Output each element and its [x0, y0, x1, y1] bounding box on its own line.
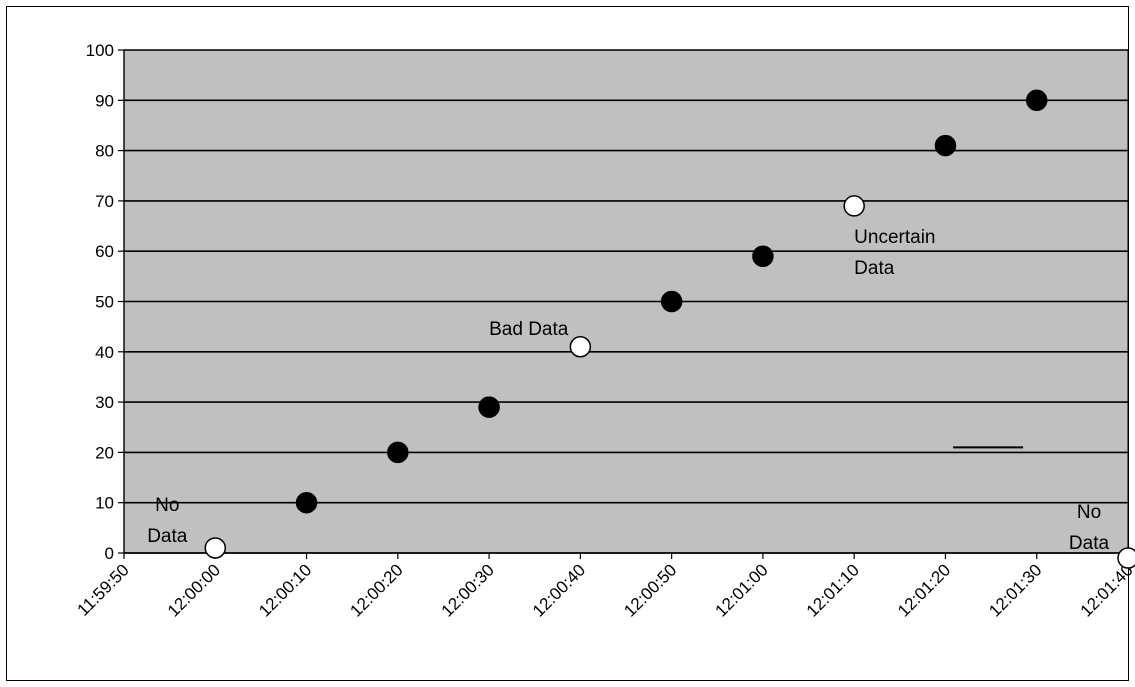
y-tick-label: 90 [95, 91, 114, 110]
x-tick-label: 12:01:10 [803, 560, 863, 620]
y-tick-label: 10 [95, 494, 114, 513]
x-tick-label: 12:01:20 [894, 560, 954, 620]
x-tick-label: 12:00:30 [438, 560, 498, 620]
x-tick-label: 12:01:30 [985, 560, 1045, 620]
y-tick-label: 70 [95, 192, 114, 211]
y-tick-label: 40 [95, 343, 114, 362]
y-axis-ticks: 0 10 20 30 40 50 60 70 80 90 100 [86, 41, 124, 563]
annotation-label: Data [854, 258, 895, 279]
x-tick-label: 11:59:50 [73, 560, 132, 619]
data-point [934, 134, 957, 157]
annotation-label: Uncertain [854, 227, 935, 248]
y-tick-label: 30 [95, 393, 114, 412]
annotation-label: No [155, 495, 179, 516]
x-tick-label: 12:00:50 [620, 560, 680, 620]
annotation-label: Bad Data [489, 319, 569, 340]
data-points [204, 89, 1135, 569]
y-tick-label: 60 [95, 242, 114, 261]
data-point [660, 290, 683, 313]
y-tick-label: 100 [86, 41, 114, 60]
x-tick-label: 12:00:40 [529, 560, 589, 620]
x-tick-label: 12:00:00 [164, 560, 224, 620]
annotation-label: Data [1069, 533, 1110, 554]
data-point-bad [569, 336, 592, 358]
data-point [752, 245, 774, 267]
annotation-label: Data [147, 526, 188, 547]
data-point-no-data [204, 537, 227, 559]
gridlines [124, 49, 1128, 554]
y-tick-label: 20 [95, 443, 114, 462]
y-tick-label: 80 [95, 142, 114, 161]
x-tick-label: 12:00:20 [346, 560, 406, 620]
y-tick-label: 50 [95, 293, 114, 312]
data-point [295, 491, 318, 514]
x-tick-label: 12:01:40 [1077, 560, 1135, 620]
data-point [387, 441, 409, 464]
data-point-uncertain [843, 195, 865, 217]
x-axis-ticks: 11:59:50 12:00:00 12:00:10 12:00:20 12:00:30… [73, 553, 1135, 621]
x-tick-label: 12:01:00 [712, 560, 772, 620]
annotation-label: No [1077, 502, 1101, 523]
x-tick-label: 12:00:10 [255, 560, 315, 620]
data-point [478, 396, 500, 418]
annotations: No Data Bad Data Uncertain Data No Data [147, 227, 1109, 554]
data-point [1025, 89, 1048, 112]
data-point-no-data [1117, 547, 1135, 569]
y-tick-label: 0 [105, 544, 114, 563]
